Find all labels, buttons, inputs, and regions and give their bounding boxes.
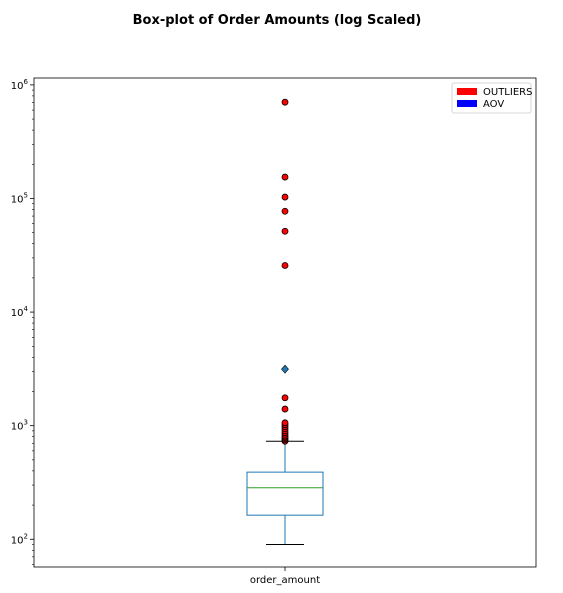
y-tick-label: 105	[11, 191, 28, 205]
outlier-point	[282, 262, 288, 268]
x-tick-label-order-amount: order_amount	[250, 575, 320, 586]
outlier-point	[282, 420, 288, 426]
y-tick-label: 106	[11, 78, 29, 92]
interquartile-box	[247, 472, 323, 515]
outlier-point	[282, 99, 288, 105]
outlier-point	[282, 208, 288, 214]
y-tick-label: 103	[11, 419, 28, 433]
y-tick-label: 102	[11, 532, 28, 546]
legend-swatch-aov	[457, 100, 477, 107]
outlier-point	[282, 406, 288, 412]
outlier-point	[282, 194, 288, 200]
legend-label-outliers: OUTLIERS	[483, 87, 532, 98]
chart-title: Box-plot of Order Amounts (log Scaled)	[133, 13, 422, 28]
legend-label-aov: AOV	[483, 99, 504, 110]
outlier-point	[282, 228, 288, 234]
box-plot-group	[247, 99, 323, 544]
y-tick-label: 104	[11, 305, 29, 319]
y-axis: 102 103 104 105 106	[11, 78, 34, 565]
plot-area-frame	[34, 78, 536, 567]
aov-marker	[282, 365, 289, 373]
legend-swatch-outliers	[457, 88, 477, 95]
outlier-point	[282, 395, 288, 401]
outlier-point	[282, 174, 288, 180]
x-axis: order_amount	[250, 567, 320, 586]
